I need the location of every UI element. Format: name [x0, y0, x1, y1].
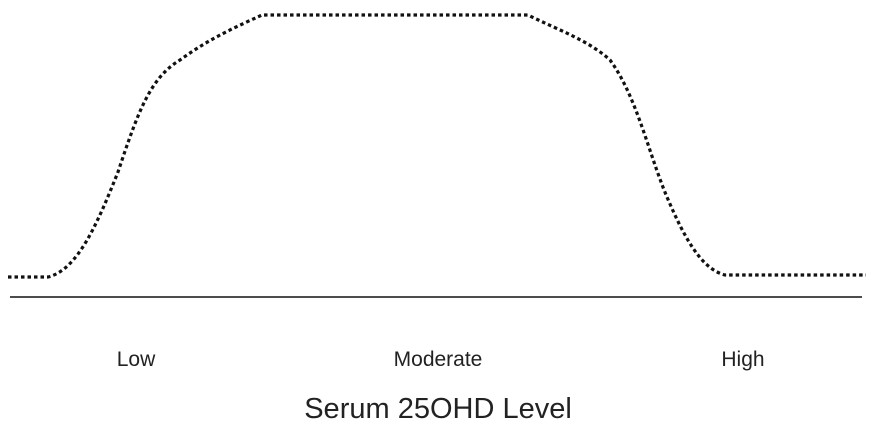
- response-curve: [8, 13, 866, 279]
- category-label: Moderate: [394, 348, 483, 371]
- category-label: Low: [117, 348, 156, 371]
- category-label: High: [721, 348, 764, 371]
- axis-title: Serum 25OHD Level: [304, 393, 572, 425]
